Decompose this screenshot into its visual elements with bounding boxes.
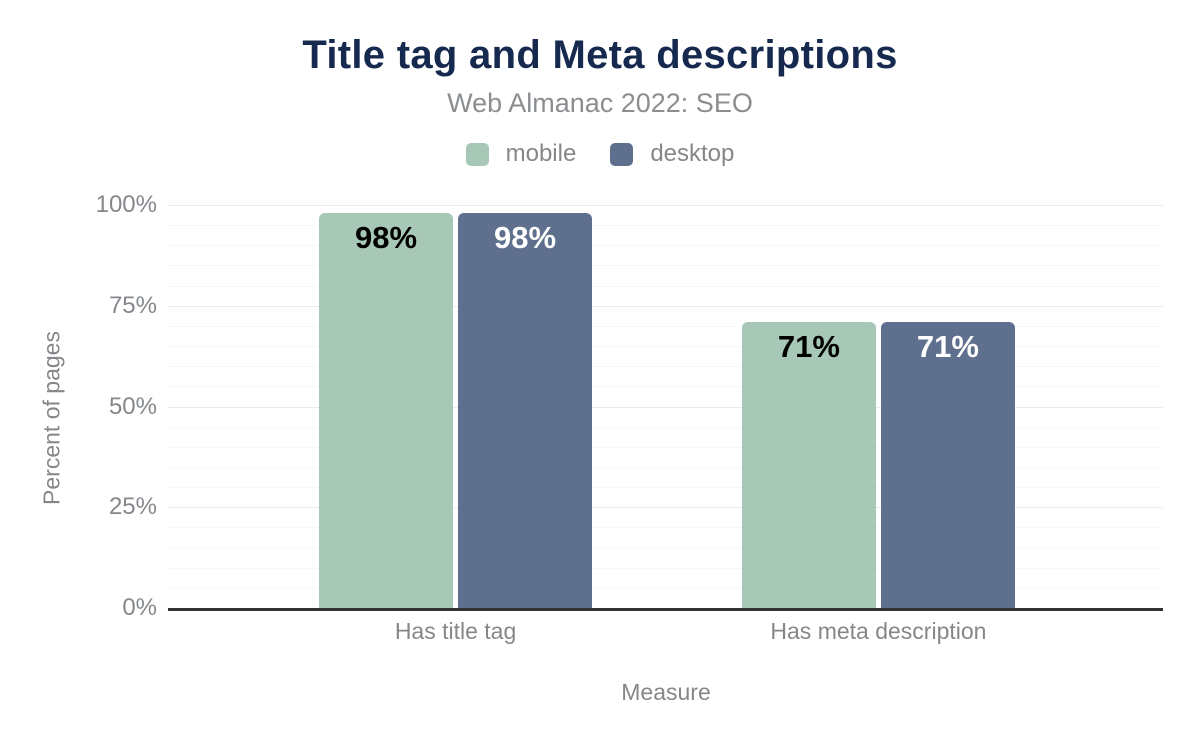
chart-subtitle: Web Almanac 2022: SEO <box>447 88 753 118</box>
plot-area: 98% 98% 71% 71% <box>168 205 1163 611</box>
x-axis-title: Measure <box>621 679 711 705</box>
chart-title: Title tag and Meta descriptions <box>302 33 898 77</box>
y-tick-label: 0% <box>122 594 157 621</box>
minor-gridline <box>168 567 1163 569</box>
x-category-label: Has meta description <box>770 618 987 644</box>
y-tick-label: 25% <box>108 493 157 521</box>
legend-label-mobile: mobile <box>505 140 577 167</box>
minor-gridline <box>168 265 1163 267</box>
minor-gridline <box>168 225 1163 227</box>
y-tick-label: 100% <box>95 191 157 218</box>
minor-gridline <box>168 466 1163 468</box>
minor-gridline <box>168 587 1163 589</box>
minor-gridline <box>168 285 1163 287</box>
x-category-label: Has title tag <box>394 618 517 644</box>
legend-label-desktop: desktop <box>650 140 735 167</box>
minor-gridline <box>168 346 1163 348</box>
minor-gridline <box>168 386 1163 388</box>
minor-gridline <box>168 366 1163 368</box>
minor-gridline <box>168 487 1163 489</box>
major-gridline <box>168 305 1163 307</box>
major-gridline <box>168 205 1163 206</box>
legend-item-desktop[interactable]: desktop <box>610 142 734 166</box>
bar-mobile-0[interactable]: 98% <box>319 213 454 608</box>
major-gridline <box>168 406 1163 408</box>
y-tick-label: 75% <box>108 291 157 319</box>
minor-gridline <box>168 245 1163 247</box>
minor-gridline <box>168 527 1163 529</box>
major-gridline <box>168 507 1163 509</box>
bar-value-label: 98% <box>494 220 557 256</box>
bar-desktop-0[interactable]: 98% <box>458 213 593 608</box>
minor-gridline <box>168 426 1163 428</box>
bar-value-label: 71% <box>916 328 979 364</box>
desktop-series-swatch <box>610 142 634 166</box>
mobile-series-swatch <box>465 142 489 166</box>
y-tick-label: 50% <box>108 392 157 420</box>
minor-gridline <box>168 547 1163 549</box>
minor-gridline <box>168 446 1163 448</box>
bar-desktop-1[interactable]: 71% <box>880 321 1015 608</box>
legend: mobile desktop <box>0 142 1200 166</box>
bar-value-label: 98% <box>355 220 418 256</box>
bar-value-label: 71% <box>777 328 840 364</box>
bar-mobile-1[interactable]: 71% <box>741 321 876 608</box>
minor-gridline <box>168 325 1163 327</box>
legend-item-mobile[interactable]: mobile <box>465 140 577 167</box>
